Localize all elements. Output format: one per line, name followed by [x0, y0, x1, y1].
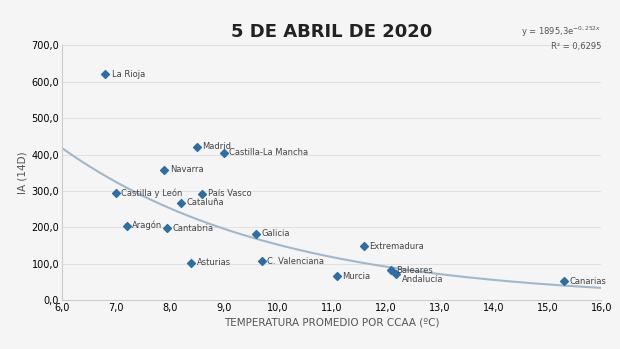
- Y-axis label: IA (14D): IA (14D): [17, 151, 27, 194]
- Text: Aragón: Aragón: [132, 221, 162, 230]
- Point: [332, 274, 342, 279]
- Point: [100, 72, 110, 77]
- Point: [111, 190, 121, 195]
- Text: Castilla-La Mancha: Castilla-La Mancha: [229, 148, 308, 157]
- Text: Madrid: Madrid: [202, 142, 231, 151]
- Point: [386, 267, 396, 273]
- Point: [197, 191, 207, 196]
- Text: País Vasco: País Vasco: [208, 190, 251, 198]
- Text: Canarias: Canarias: [569, 277, 606, 286]
- Point: [175, 200, 185, 206]
- Text: Asturias: Asturias: [197, 258, 231, 267]
- Point: [159, 167, 169, 173]
- Point: [122, 223, 131, 228]
- Point: [251, 231, 261, 237]
- Point: [391, 271, 401, 277]
- Text: La Rioja: La Rioja: [112, 70, 145, 79]
- Text: Andalucía: Andalucía: [402, 275, 443, 283]
- Point: [257, 258, 267, 264]
- Text: Galicia: Galicia: [262, 229, 290, 238]
- Text: Murcia: Murcia: [342, 272, 371, 281]
- Point: [162, 226, 172, 231]
- Text: Cantabria: Cantabria: [172, 224, 214, 233]
- Text: Castilla y León: Castilla y León: [122, 188, 183, 198]
- Title: 5 DE ABRIL DE 2020: 5 DE ABRIL DE 2020: [231, 23, 432, 41]
- Text: Baleares: Baleares: [396, 266, 433, 275]
- Point: [359, 244, 369, 249]
- Text: C. Valenciana: C. Valenciana: [267, 257, 324, 266]
- Text: y = 1895,3e$^{-0,252x}$
R² = 0,6295: y = 1895,3e$^{-0,252x}$ R² = 0,6295: [521, 24, 601, 51]
- Text: Cataluña: Cataluña: [186, 198, 224, 207]
- Text: Extremadura: Extremadura: [370, 242, 424, 251]
- Point: [559, 279, 569, 284]
- Text: Navarra: Navarra: [170, 165, 203, 174]
- Point: [219, 150, 229, 156]
- Point: [192, 144, 202, 149]
- X-axis label: TEMPERATURA PROMEDIO POR CCAA (ºC): TEMPERATURA PROMEDIO POR CCAA (ºC): [224, 317, 440, 327]
- Point: [187, 260, 197, 266]
